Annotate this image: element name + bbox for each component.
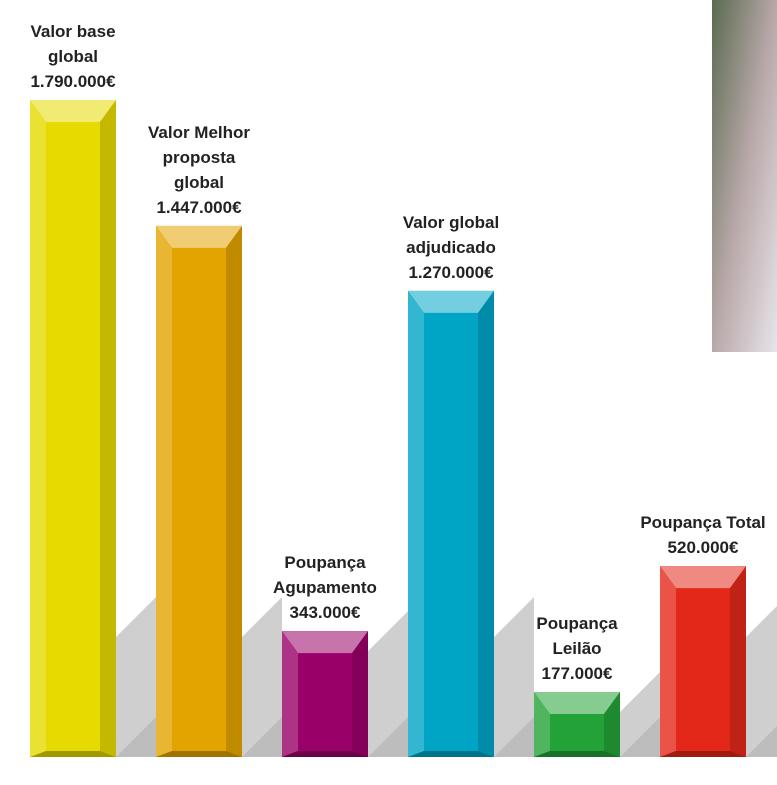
bar-bevel [730, 566, 746, 757]
bar-bevel [408, 291, 424, 757]
category-label: Valor global adjudicado [366, 210, 536, 260]
bar-bevel [156, 226, 172, 757]
value-label: 343.000€ [240, 600, 410, 625]
category-label: Valor base global [0, 19, 158, 69]
value-label: 177.000€ [492, 661, 662, 686]
photo [712, 0, 777, 352]
category-label: Valor Melhor proposta global [114, 120, 284, 195]
page: Valor base global1.790.000€ Valor Melhor … [0, 0, 777, 785]
category-label: Poupança Total [618, 510, 777, 535]
value-label: 520.000€ [618, 535, 777, 560]
bar-bevel [226, 226, 242, 757]
category-label: Poupança Leilão [492, 611, 662, 661]
bar-bevel [660, 566, 676, 757]
bar-bevel [478, 291, 494, 757]
category-label: Poupança Agupamento [240, 550, 410, 600]
value-label: 1.790.000€ [0, 69, 158, 94]
value-label: 1.270.000€ [366, 260, 536, 285]
bar-bevel [282, 631, 298, 757]
value-label: 1.447.000€ [114, 195, 284, 220]
bar-bevel [352, 631, 368, 757]
bar-bevel [30, 100, 46, 757]
